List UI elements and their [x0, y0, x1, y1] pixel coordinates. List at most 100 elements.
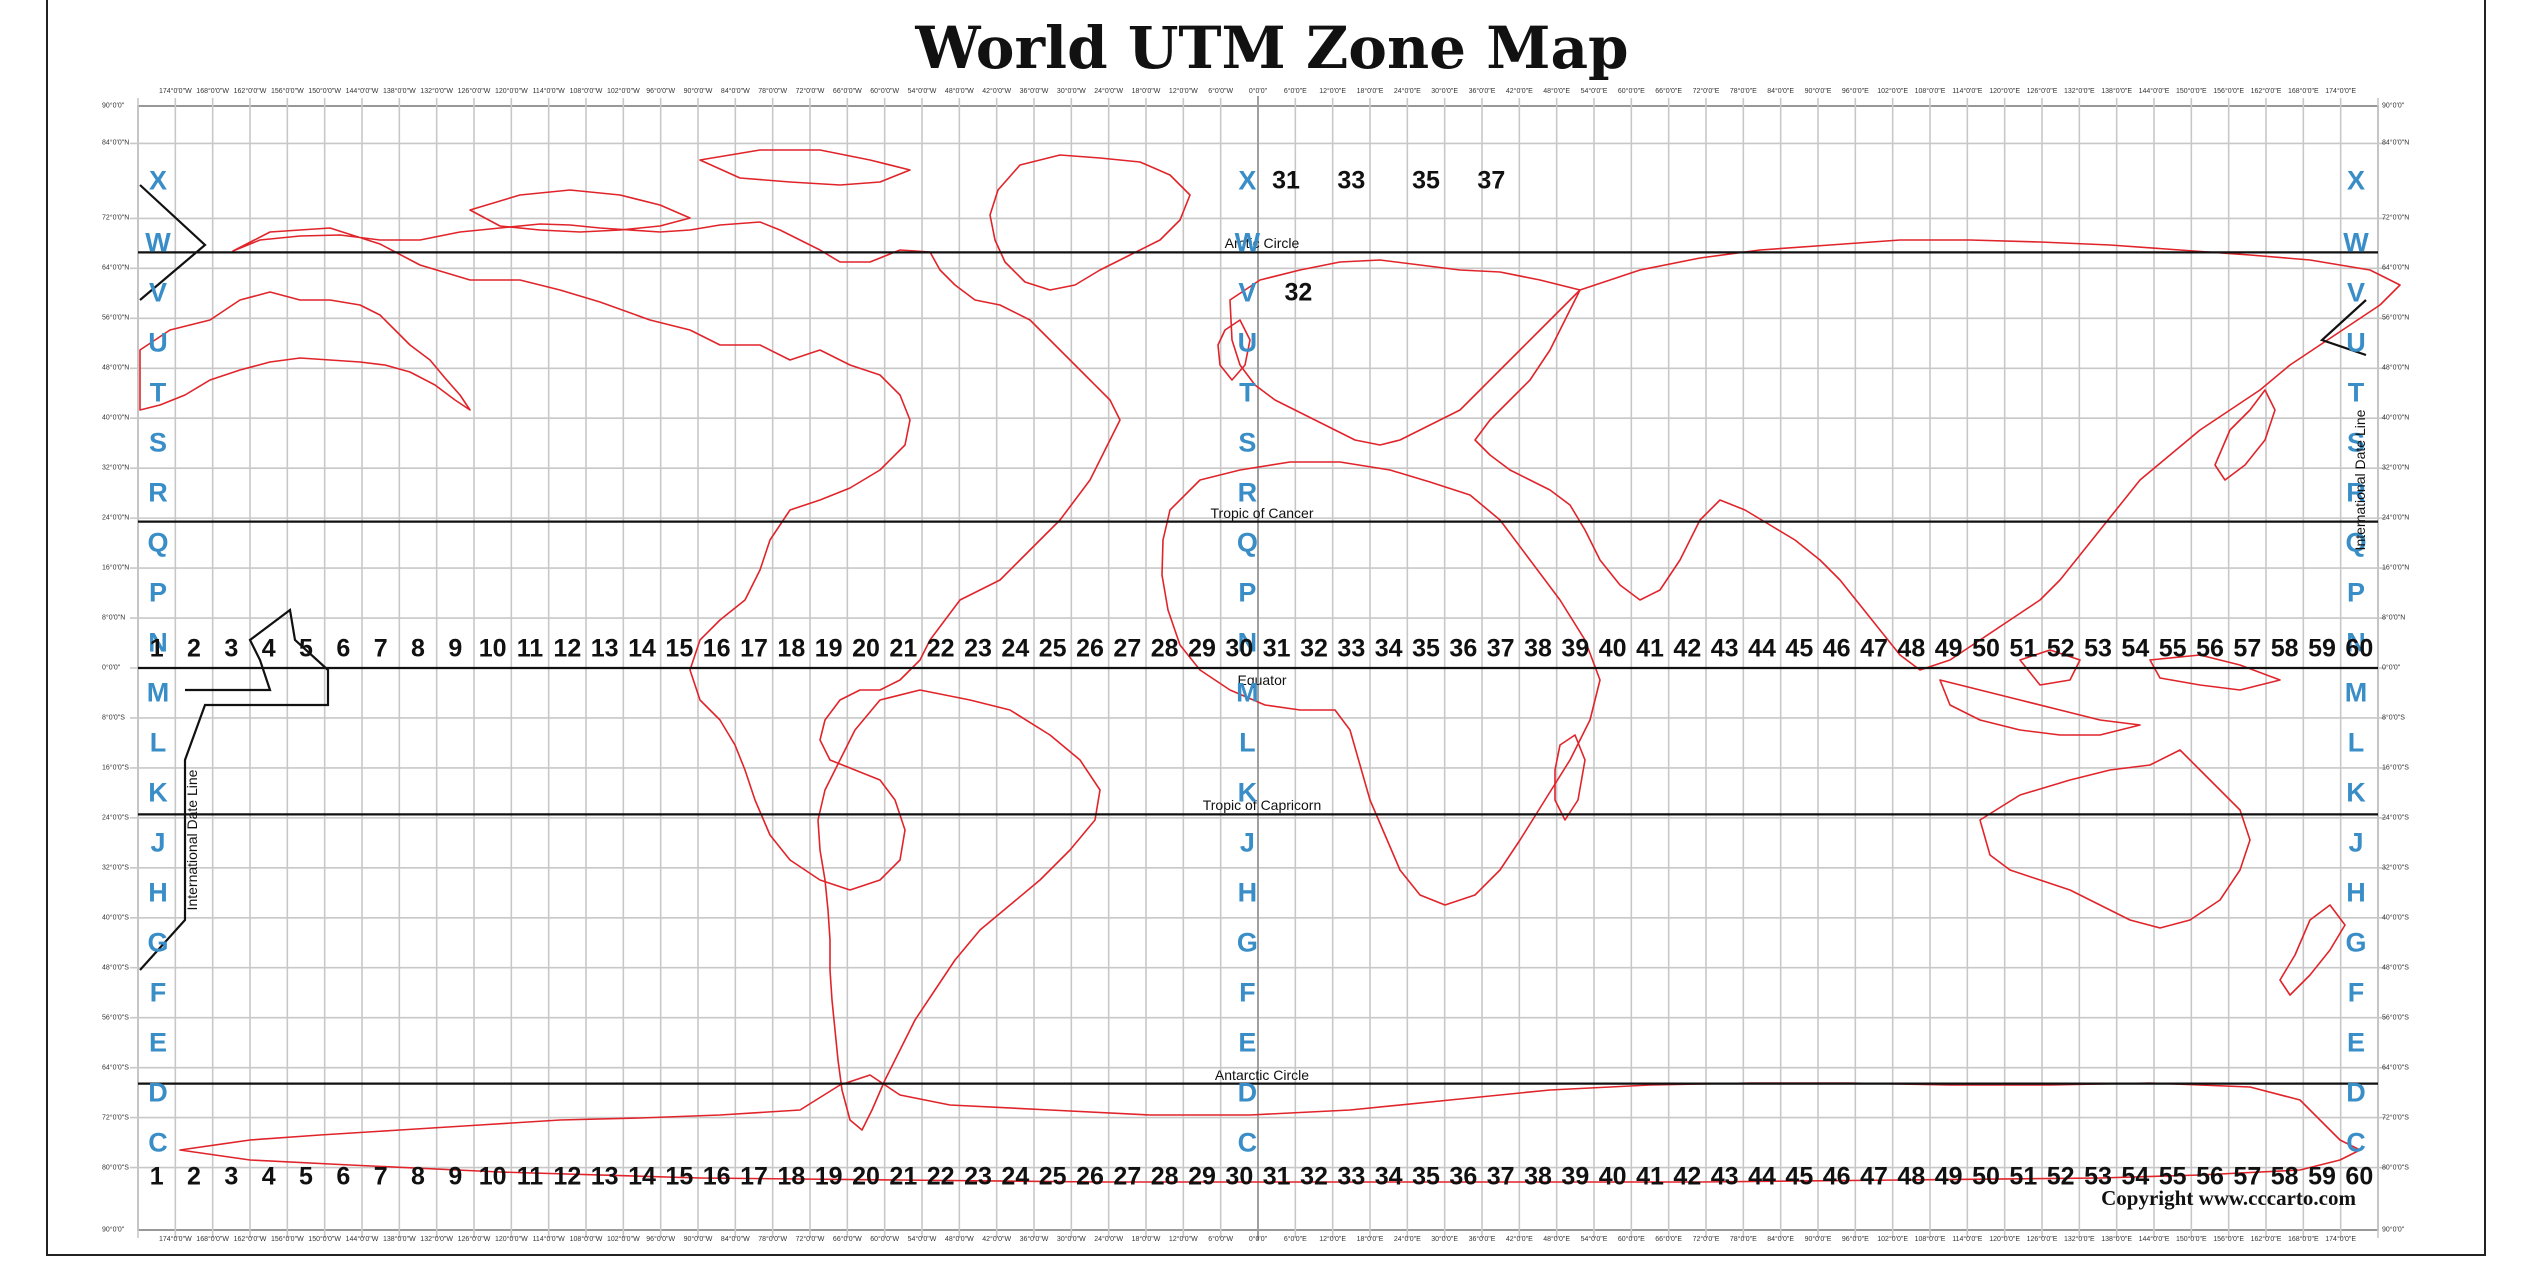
- latitude-tick-label: 16°0'0"S: [102, 764, 129, 771]
- utm-zone-number: 33: [1337, 1162, 1365, 1191]
- utm-zone-number: 12: [553, 1162, 581, 1191]
- utm-zone-number: 13: [591, 635, 619, 664]
- longitude-tick-label: 12°0'0"E: [1319, 1236, 1346, 1243]
- longitude-tick-label: 90°0'0"E: [1805, 88, 1832, 95]
- latitude-band-label: W: [2343, 228, 2368, 259]
- longitude-tick-label: 114°0'0"E: [1952, 1236, 1982, 1243]
- longitude-tick-label: 18°0'0"W: [1132, 1236, 1161, 1243]
- latitude-tick-label: 56°0'0"S: [102, 1014, 129, 1021]
- svalbard-zone-number: 35: [1412, 166, 1440, 195]
- longitude-tick-label: 30°0'0"E: [1431, 1236, 1458, 1243]
- special-line-label: Tropic of Capricorn: [1203, 797, 1322, 813]
- latitude-tick-label: 64°0'0"S: [2382, 1064, 2409, 1071]
- latitude-band-label: T: [150, 378, 167, 409]
- longitude-tick-label: 0°0'0": [1249, 1236, 1267, 1243]
- longitude-tick-label: 12°0'0"W: [1169, 1236, 1198, 1243]
- longitude-tick-label: 138°0'0"E: [2101, 1236, 2132, 1243]
- utm-zone-number: 45: [1785, 635, 1813, 664]
- utm-zone-number: 53: [2084, 635, 2112, 664]
- longitude-tick-label: 6°0'0"W: [1208, 1236, 1233, 1243]
- utm-zone-number: 36: [1449, 635, 1477, 664]
- utm-zone-number: 17: [740, 1162, 768, 1191]
- longitude-tick-label: 174°0'0"W: [159, 88, 192, 95]
- coastlines: [140, 150, 2400, 1182]
- utm-zone-number: 50: [1972, 1162, 2000, 1191]
- latitude-tick-label: 64°0'0"N: [2382, 265, 2409, 272]
- utm-zone-number: 21: [889, 1162, 917, 1191]
- latitude-band-label: G: [1237, 927, 1258, 958]
- latitude-tick-label: 48°0'0"S: [2382, 964, 2409, 971]
- longitude-tick-label: 60°0'0"E: [1618, 88, 1645, 95]
- latitude-tick-label: 72°0'0"N: [102, 215, 129, 222]
- latitude-tick-label: 24°0'0"S: [2382, 814, 2409, 821]
- latitude-band-label: T: [2348, 378, 2365, 409]
- latitude-tick-label: 72°0'0"S: [102, 1114, 129, 1121]
- latitude-band-label: E: [2347, 1027, 2365, 1058]
- utm-zone-number: 42: [1673, 635, 1701, 664]
- latitude-band-label: F: [2348, 977, 2365, 1008]
- latitude-tick-label: 40°0'0"N: [102, 415, 129, 422]
- latitude-tick-label: 24°0'0"S: [102, 814, 129, 821]
- latitude-tick-label: 0°0'0": [2382, 665, 2400, 672]
- latitude-tick-label: 48°0'0"N: [102, 365, 129, 372]
- svalbard-zone-number: 37: [1477, 166, 1505, 195]
- utm-zone-number: 18: [777, 1162, 805, 1191]
- utm-zone-number: 33: [1337, 635, 1365, 664]
- latitude-band-label: R: [1238, 478, 1258, 509]
- utm-zone-number: 49: [1935, 635, 1963, 664]
- latitude-band-label: M: [1236, 677, 1259, 708]
- svalbard-zone-number: 31: [1272, 166, 1300, 195]
- longitude-tick-label: 84°0'0"E: [1767, 88, 1794, 95]
- longitude-tick-label: 30°0'0"W: [1057, 1236, 1086, 1243]
- latitude-band-label: U: [1238, 328, 1258, 359]
- latitude-tick-label: 32°0'0"S: [2382, 864, 2409, 871]
- utm-zone-number: 43: [1711, 1162, 1739, 1191]
- longitude-tick-label: 42°0'0"E: [1506, 88, 1533, 95]
- longitude-tick-label: 108°0'0"W: [570, 1236, 603, 1243]
- norway-zone-number: 32: [1285, 279, 1313, 308]
- coastline-north-america: [233, 222, 1120, 890]
- latitude-tick-label: 0°0'0": [102, 665, 120, 672]
- latitude-tick-label: 40°0'0"S: [2382, 914, 2409, 921]
- utm-zone-number: 51: [2009, 635, 2037, 664]
- latitude-band-label: S: [1238, 428, 1256, 459]
- utm-zone-number: 25: [1039, 635, 1067, 664]
- latitude-band-label: D: [2346, 1077, 2366, 1108]
- utm-zone-number: 11: [517, 1162, 543, 1191]
- latitude-band-label: D: [1238, 1077, 1258, 1108]
- utm-zone-number: 10: [479, 1162, 507, 1191]
- utm-zone-number: 14: [628, 635, 656, 664]
- latitude-band-label: R: [148, 478, 168, 509]
- utm-zone-number: 1: [150, 635, 164, 664]
- utm-zone-number: 46: [1823, 1162, 1851, 1191]
- longitude-tick-label: 126°0'0"W: [458, 88, 491, 95]
- longitude-tick-label: 174°0'0"E: [2325, 88, 2356, 95]
- longitude-tick-label: 84°0'0"W: [721, 88, 750, 95]
- utm-zone-number: 35: [1412, 1162, 1440, 1191]
- utm-zone-number: 55: [2159, 635, 2187, 664]
- latitude-band-label: X: [1238, 165, 1256, 196]
- longitude-tick-label: 114°0'0"W: [533, 88, 565, 95]
- latitude-band-label: P: [149, 578, 167, 609]
- longitude-tick-label: 138°0'0"W: [383, 88, 416, 95]
- latitude-band-label: G: [2345, 927, 2366, 958]
- longitude-tick-label: 126°0'0"E: [2027, 88, 2058, 95]
- longitude-tick-label: 60°0'0"W: [870, 1236, 899, 1243]
- latitude-band-label: L: [150, 727, 167, 758]
- longitude-tick-label: 84°0'0"E: [1767, 1236, 1794, 1243]
- longitude-tick-label: 66°0'0"E: [1655, 1236, 1682, 1243]
- longitude-tick-label: 108°0'0"E: [1915, 88, 1946, 95]
- date-line-label: International Date Line: [184, 770, 200, 911]
- longitude-tick-label: 168°0'0"W: [196, 88, 229, 95]
- latitude-band-label: W: [1235, 228, 1260, 259]
- longitude-tick-label: 162°0'0"E: [2251, 1236, 2282, 1243]
- latitude-tick-label: 72°0'0"N: [2382, 215, 2409, 222]
- longitude-tick-label: 72°0'0"W: [796, 1236, 825, 1243]
- longitude-tick-label: 90°0'0"W: [684, 1236, 713, 1243]
- utm-zone-number: 38: [1524, 635, 1552, 664]
- utm-zone-number: 28: [1151, 1162, 1179, 1191]
- latitude-tick-label: 8°0'0"N: [102, 615, 125, 622]
- longitude-tick-label: 126°0'0"W: [458, 1236, 491, 1243]
- utm-zone-number: 13: [591, 1162, 619, 1191]
- coastline-europe: [1230, 260, 1580, 445]
